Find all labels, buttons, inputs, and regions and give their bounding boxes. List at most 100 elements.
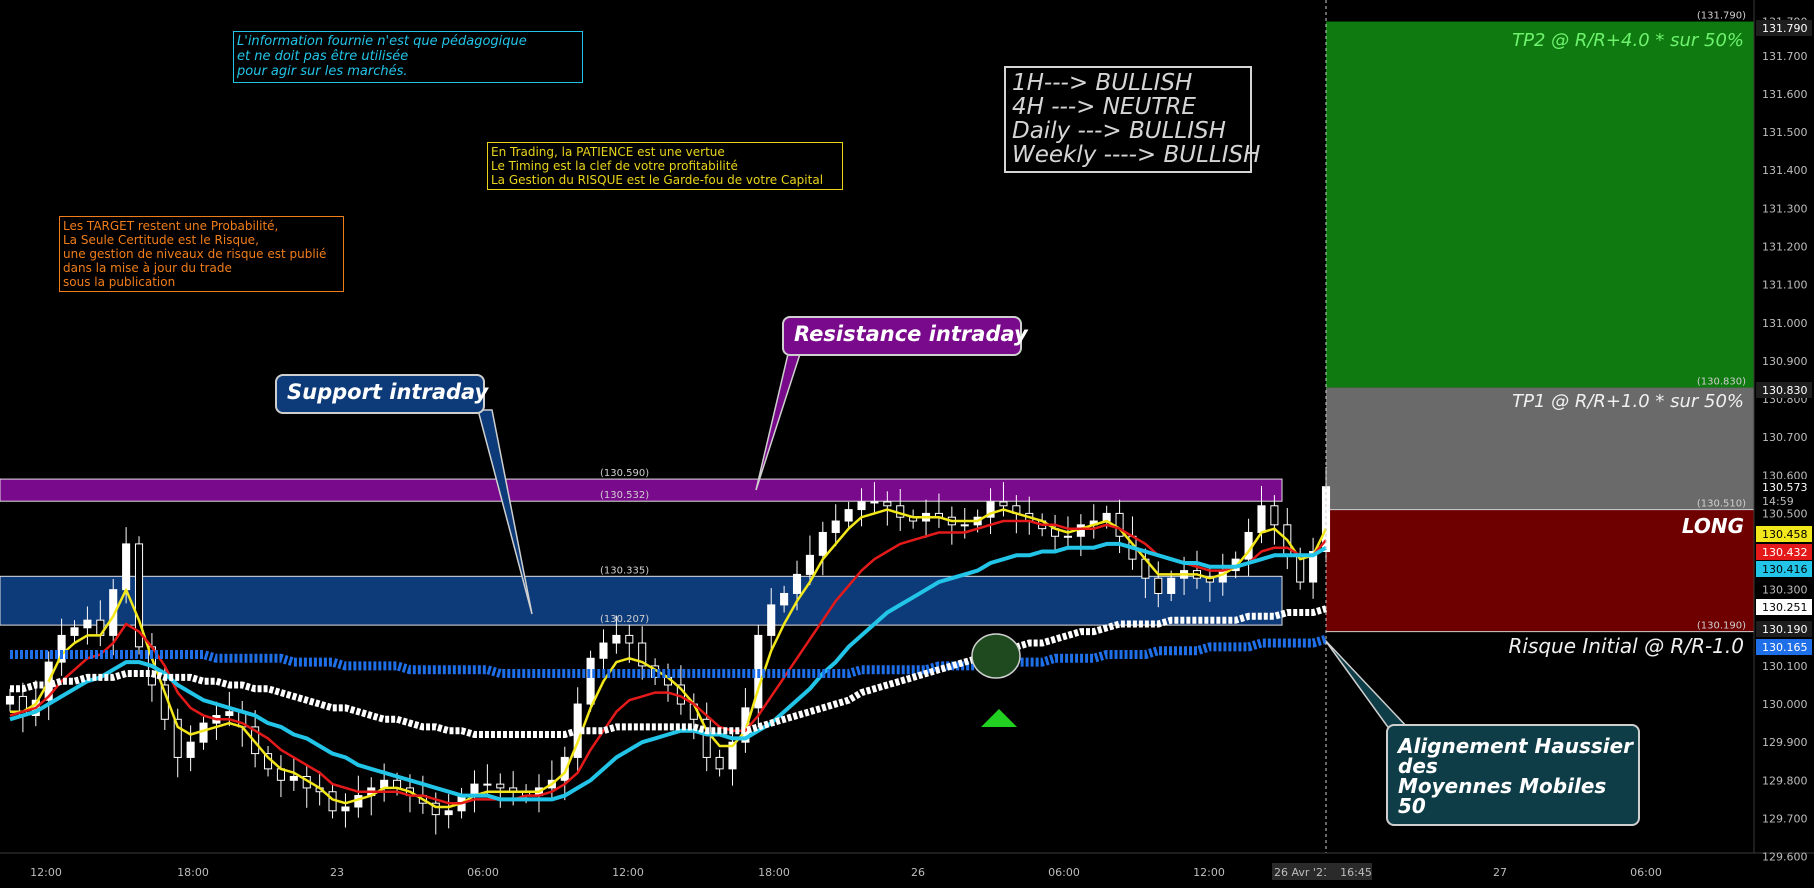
x-tick-label: 27 [1493,866,1507,879]
candle-body [1309,551,1318,583]
risk-label: Risque Initial @ R/R-1.0 [1508,634,1744,658]
y-tick-label: 131.300 [1762,202,1808,215]
candle-body [870,501,879,504]
candle-body [251,726,260,755]
candle-body [289,775,298,781]
support-pointer [477,409,533,615]
y-axis-area [1754,0,1814,888]
x-tick-label: 12:00 [1193,866,1225,879]
y-tick-label: 131.100 [1762,279,1808,292]
ma-line [10,605,1327,738]
price-tag-label: 14:59 [1762,495,1794,508]
candle-body [831,520,840,533]
price-tag [1756,526,1812,542]
candle-body [805,554,814,575]
candle-body [431,802,440,816]
candle-body [5,695,15,705]
candle-body [586,657,595,705]
price-tag-label: 130.416 [1762,563,1808,576]
x-tick-label: 18:00 [177,866,209,879]
trading-tips-note: En Trading, la PATIENCE est une vertue L… [487,142,843,190]
tp2-zone [1326,21,1754,388]
y-tick-label: 129.700 [1762,812,1808,825]
y-tick-label: 130.500 [1762,507,1808,520]
candle-body [883,501,892,507]
candle-body [225,711,234,716]
targets-note: Les TARGET restent une Probabilité, La S… [59,216,344,292]
tp1-label: TP1 @ R/R+1.0 * sur 50% [1512,391,1744,412]
candle-body [1167,577,1176,594]
ma-line [9,541,1328,802]
price-tag-label: 130.458 [1762,528,1808,541]
price-tag [1756,382,1812,398]
price-tag-label: 130.165 [1762,641,1808,654]
y-tick-label: 130.700 [1762,431,1808,444]
candle-body [483,783,492,786]
support-level-label: (130.335) [600,565,649,576]
candle-body [728,741,737,770]
price-tag-label: 130.830 [1762,384,1808,397]
y-tick-label: 131.200 [1762,240,1808,253]
tp2-label: TP2 @ R/R+4.0 * sur 50% [1512,30,1744,51]
resistance-zone [0,478,1283,502]
price-tag [1756,621,1812,637]
candle-body [960,524,969,527]
candle-body [560,756,569,781]
candle-body [844,509,853,522]
candle-body [1063,535,1073,538]
candle-body [1270,505,1279,526]
y-tick-label: 130.300 [1762,584,1808,597]
candle-body [986,501,995,518]
candle-body [109,589,118,636]
x-tick-label: 16:45 [1340,866,1372,879]
candle-body [780,592,789,606]
x-cursor-tag [1326,863,1372,880]
x-cursor-tag [1272,863,1332,880]
candle-body [625,634,634,644]
y-tick-label: 129.600 [1762,851,1808,864]
zone-level-label: (130.190) [1697,621,1746,632]
candle-body [1154,577,1163,594]
candle-body [818,531,827,556]
y-tick-label: 131.400 [1762,164,1808,177]
candle-body [792,573,802,594]
x-tick-label: 26 Avr '21 [1274,866,1330,879]
x-tick-label: 23 [330,866,344,879]
x-tick-label: 12:00 [30,866,62,879]
ma-alignment-callout: Alignement Haussier des Moyennes Mobiles… [1386,724,1640,826]
candle-body [857,501,866,511]
y-tick-label: 130.000 [1762,698,1808,711]
zone-level-label: (130.510) [1697,499,1746,510]
candle-body [638,642,647,667]
up-arrow-icon [981,709,1017,727]
candle-body [444,810,453,816]
candle-body [612,634,621,644]
y-tick-label: 131.600 [1762,88,1808,101]
candle-body [122,543,131,591]
resistance-callout: Resistance intraday [782,316,1028,356]
candle-body [70,627,79,636]
candle-body [173,718,182,758]
candle-body [57,634,66,663]
x-tick-label: 26 [911,866,925,879]
support-callout: Support intraday [275,374,488,414]
risk-zone [1326,509,1754,632]
alignment-marker [971,633,1021,679]
price-tag-label: 130.251 [1762,601,1808,614]
candle-body [186,741,195,758]
price-tag [1756,639,1812,655]
price-tag-label: 130.573 [1762,481,1808,494]
timeframe-trend-box: 1H---> BULLISH 4H ---> NEUTRE Daily --->… [1004,66,1260,173]
x-tick-label: 06:00 [1048,866,1080,879]
y-tick-label: 131.700 [1762,50,1808,63]
price-tag [1756,561,1812,577]
resistance-level-label: (130.532) [600,490,649,501]
x-tick-label: 06:00 [467,866,499,879]
price-tag [1756,599,1812,615]
candle-body [715,756,724,770]
y-tick-label: 130.900 [1762,355,1808,368]
candle-body [999,501,1008,507]
y-tick-label: 129.800 [1762,774,1808,787]
zone-level-label: (130.830) [1697,377,1746,388]
